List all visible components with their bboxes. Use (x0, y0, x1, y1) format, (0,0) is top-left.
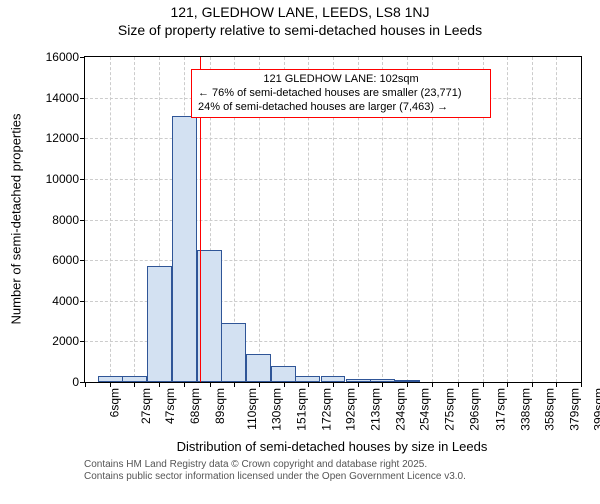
histogram-bar (346, 379, 371, 382)
x-tick-label: 172sqm (320, 388, 334, 431)
histogram-bar (122, 376, 147, 382)
annotation-line: 24% of semi-detached houses are larger (… (198, 101, 484, 115)
x-tick-label: 317sqm (493, 388, 507, 431)
y-tick-mark (80, 138, 85, 139)
histogram-bar (295, 376, 320, 382)
x-tick-mark (382, 382, 383, 387)
annotation-box: 121 GLEDHOW LANE: 102sqm← 76% of semi-de… (191, 69, 491, 118)
x-tick-mark (85, 382, 86, 387)
x-tick-mark (210, 382, 211, 387)
x-tick-label: 151sqm (294, 388, 308, 431)
x-tick-mark (308, 382, 309, 387)
x-tick-label: 192sqm (344, 388, 358, 431)
y-tick-mark (80, 57, 85, 58)
x-tick-mark (159, 382, 160, 387)
x-tick-mark (483, 382, 484, 387)
page-title-line2: Size of property relative to semi-detach… (0, 22, 600, 38)
y-tick-mark (80, 220, 85, 221)
x-tick-mark (134, 382, 135, 387)
footer-line1: Contains HM Land Registry data © Crown c… (84, 459, 466, 471)
x-tick-mark (507, 382, 508, 387)
histogram-bar (221, 323, 246, 382)
histogram-bar (271, 366, 296, 382)
x-tick-label: 379sqm (568, 388, 582, 431)
annotation-line: ← 76% of semi-detached houses are smalle… (198, 87, 484, 101)
histogram-bar (172, 116, 197, 382)
gridline-v (134, 57, 135, 382)
y-axis-label: Number of semi-detached properties (9, 113, 24, 324)
x-tick-label: 47sqm (163, 388, 177, 424)
plot-area: 02000400060008000100001200014000160006sq… (84, 56, 582, 383)
x-tick-label: 89sqm (213, 388, 227, 424)
x-tick-label: 399sqm (592, 388, 600, 431)
gridline-v (556, 57, 557, 382)
y-tick-mark (80, 98, 85, 99)
histogram-bar (395, 380, 420, 382)
x-tick-label: 275sqm (443, 388, 457, 431)
y-tick-mark (80, 260, 85, 261)
x-tick-label: 110sqm (244, 388, 258, 430)
x-tick-mark (284, 382, 285, 387)
y-tick-mark (80, 301, 85, 302)
x-axis-label: Distribution of semi-detached houses by … (84, 439, 580, 454)
x-tick-mark (358, 382, 359, 387)
annotation-line: 121 GLEDHOW LANE: 102sqm (198, 73, 484, 87)
histogram-bar (98, 376, 123, 382)
histogram-bar (370, 379, 395, 382)
gridline-v (507, 57, 508, 382)
x-tick-mark (234, 382, 235, 387)
x-tick-mark (184, 382, 185, 387)
x-tick-mark (581, 382, 582, 387)
x-tick-mark (259, 382, 260, 387)
x-tick-label: 338sqm (518, 388, 532, 431)
y-tick-mark (80, 341, 85, 342)
x-tick-mark (333, 382, 334, 387)
x-tick-label: 130sqm (269, 388, 283, 431)
x-tick-label: 27sqm (139, 388, 153, 424)
x-tick-mark (556, 382, 557, 387)
x-tick-label: 254sqm (418, 388, 432, 431)
x-tick-label: 358sqm (542, 388, 556, 431)
histogram-bar (147, 266, 172, 382)
x-tick-mark (458, 382, 459, 387)
y-tick-mark (80, 179, 85, 180)
x-tick-mark (532, 382, 533, 387)
histogram-bar (246, 354, 271, 382)
attribution-footer: Contains HM Land Registry data © Crown c… (84, 459, 466, 483)
gridline-v (110, 57, 111, 382)
x-tick-label: 213sqm (369, 388, 383, 431)
chart-container: 02000400060008000100001200014000160006sq… (0, 46, 600, 486)
footer-line2: Contains public sector information licen… (84, 471, 466, 483)
page-title-line1: 121, GLEDHOW LANE, LEEDS, LS8 1NJ (0, 4, 600, 20)
histogram-bar (321, 376, 346, 382)
x-tick-mark (432, 382, 433, 387)
x-tick-label: 68sqm (188, 388, 202, 424)
x-tick-label: 234sqm (394, 388, 408, 431)
x-tick-mark (110, 382, 111, 387)
gridline-v (532, 57, 533, 382)
x-tick-mark (407, 382, 408, 387)
x-tick-label: 6sqm (107, 388, 121, 417)
x-tick-label: 296sqm (468, 388, 482, 431)
